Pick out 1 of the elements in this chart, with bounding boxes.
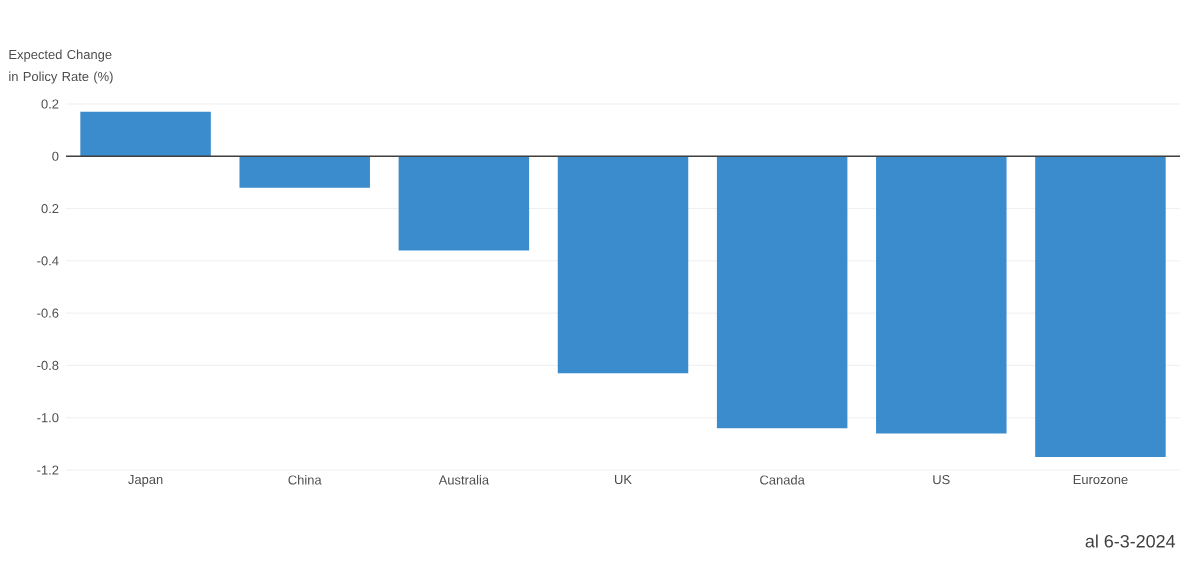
text: al 6-3-2024 bbox=[1085, 534, 1176, 548]
